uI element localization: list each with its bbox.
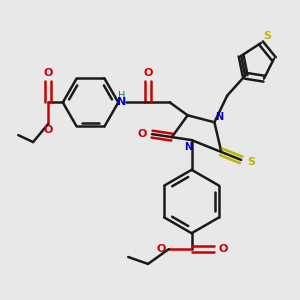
Text: O: O (156, 244, 166, 254)
Text: N: N (184, 142, 193, 152)
Text: N: N (117, 98, 126, 107)
Text: O: O (43, 68, 52, 78)
Text: O: O (143, 68, 153, 78)
Text: S: S (263, 31, 271, 41)
Text: N: N (215, 112, 223, 122)
Text: O: O (219, 244, 228, 254)
Text: S: S (247, 157, 255, 167)
Text: O: O (137, 129, 147, 139)
Text: H: H (118, 91, 125, 100)
Text: O: O (43, 125, 52, 135)
